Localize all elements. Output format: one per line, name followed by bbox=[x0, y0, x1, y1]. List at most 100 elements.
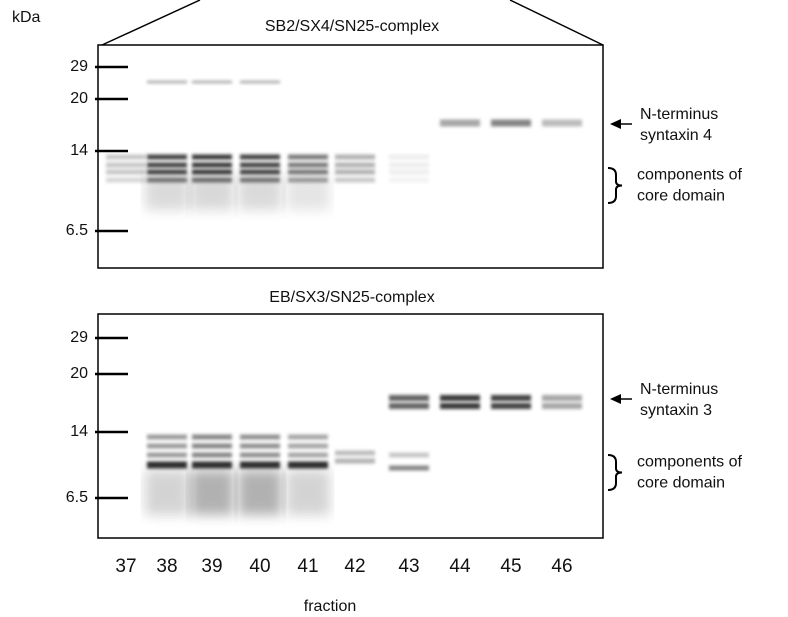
gel-band bbox=[147, 443, 187, 449]
gel-smear bbox=[286, 175, 330, 210]
gel-band bbox=[542, 119, 582, 127]
gel-smear bbox=[145, 175, 189, 210]
gel-layer bbox=[106, 80, 582, 515]
gel-band bbox=[288, 443, 328, 449]
marker-label: 20 bbox=[70, 365, 88, 382]
gel-band bbox=[147, 162, 187, 168]
gel-band bbox=[389, 169, 429, 175]
gel-smear bbox=[145, 470, 189, 515]
gel-band bbox=[240, 80, 280, 84]
gel-band bbox=[192, 434, 232, 440]
gel-band bbox=[147, 169, 187, 175]
gel-band bbox=[192, 154, 232, 160]
annotation: core domain bbox=[637, 188, 725, 205]
gel-band bbox=[440, 119, 480, 127]
panel-title: EB/SX3/SN25-complex bbox=[269, 289, 434, 306]
gel-band bbox=[288, 169, 328, 175]
gel-band bbox=[389, 395, 429, 401]
gel-band bbox=[335, 162, 375, 168]
gel-band bbox=[106, 177, 146, 183]
gel-band bbox=[389, 177, 429, 183]
gel-band bbox=[389, 452, 429, 458]
gel-smear bbox=[238, 175, 282, 210]
panel-title: SB2/SX4/SN25-complex bbox=[265, 18, 439, 35]
gel-band bbox=[192, 452, 232, 458]
annotation: core domain bbox=[637, 475, 725, 492]
marker-label: 20 bbox=[70, 90, 88, 107]
frames bbox=[97, 0, 604, 539]
gel-band bbox=[389, 162, 429, 168]
fraction-label: 43 bbox=[398, 556, 419, 577]
marker-label: 6.5 bbox=[66, 489, 88, 506]
fraction-label: 38 bbox=[156, 556, 177, 577]
gel-band bbox=[106, 162, 146, 168]
gel-band bbox=[389, 154, 429, 160]
gel-band bbox=[440, 395, 480, 401]
arrow-head bbox=[610, 119, 621, 129]
gel-band bbox=[147, 434, 187, 440]
gel-band bbox=[288, 162, 328, 168]
brace bbox=[607, 454, 623, 491]
gel-band bbox=[240, 169, 280, 175]
gel-band bbox=[106, 169, 146, 175]
gel-band bbox=[192, 162, 232, 168]
gel-band bbox=[389, 403, 429, 409]
gel-smear bbox=[190, 470, 234, 515]
gel-band bbox=[106, 154, 146, 160]
gel-band bbox=[147, 154, 187, 160]
panel-frame bbox=[97, 44, 604, 269]
gel-band bbox=[240, 443, 280, 449]
annotation: N-terminus bbox=[640, 381, 718, 398]
annotation: syntaxin 4 bbox=[640, 127, 712, 144]
panel-frame bbox=[97, 313, 604, 539]
gel-band bbox=[192, 80, 232, 84]
fraction-label: 46 bbox=[551, 556, 572, 577]
bracket-line bbox=[509, 0, 604, 46]
gel-band bbox=[491, 119, 531, 127]
fraction-label: 40 bbox=[249, 556, 270, 577]
brace bbox=[607, 167, 623, 204]
fraction-label: 41 bbox=[297, 556, 318, 577]
gel-smear bbox=[238, 470, 282, 515]
gel-smear bbox=[286, 470, 330, 515]
fraction-label: 45 bbox=[500, 556, 521, 577]
gel-band bbox=[335, 177, 375, 183]
annotation: syntaxin 3 bbox=[640, 402, 712, 419]
annotation: N-terminus bbox=[640, 106, 718, 123]
marker-label: 14 bbox=[70, 142, 88, 159]
gel-band bbox=[192, 169, 232, 175]
gel-band bbox=[288, 154, 328, 160]
arrow-head bbox=[610, 394, 621, 404]
annotation: components of bbox=[637, 454, 743, 471]
gel-band bbox=[147, 80, 187, 84]
gel-band bbox=[240, 461, 280, 469]
gel-band bbox=[240, 452, 280, 458]
gel-band bbox=[491, 395, 531, 401]
gel-band bbox=[542, 403, 582, 409]
unit-label: kDa bbox=[12, 9, 41, 26]
gel-band bbox=[288, 461, 328, 469]
gel-smear bbox=[190, 175, 234, 210]
gel-band bbox=[335, 458, 375, 464]
gel-band bbox=[335, 154, 375, 160]
marker-label: 29 bbox=[70, 58, 88, 75]
fraction-label: 44 bbox=[449, 556, 471, 577]
axis-label: fraction bbox=[304, 598, 356, 615]
fraction-label: 42 bbox=[344, 556, 365, 577]
fraction-label: 39 bbox=[201, 556, 222, 577]
marker-label: 14 bbox=[70, 423, 88, 440]
gel-band bbox=[192, 443, 232, 449]
gel-band bbox=[440, 403, 480, 409]
gel-band bbox=[288, 452, 328, 458]
gel-band bbox=[542, 395, 582, 401]
marker-label: 29 bbox=[70, 329, 88, 346]
gel-band bbox=[240, 154, 280, 160]
gel-band bbox=[147, 461, 187, 469]
annotation: components of bbox=[637, 167, 743, 184]
gel-band bbox=[240, 162, 280, 168]
gel-band bbox=[335, 169, 375, 175]
marker-label: 6.5 bbox=[66, 222, 88, 239]
fraction-label: 37 bbox=[115, 556, 136, 577]
gel-band bbox=[192, 461, 232, 469]
